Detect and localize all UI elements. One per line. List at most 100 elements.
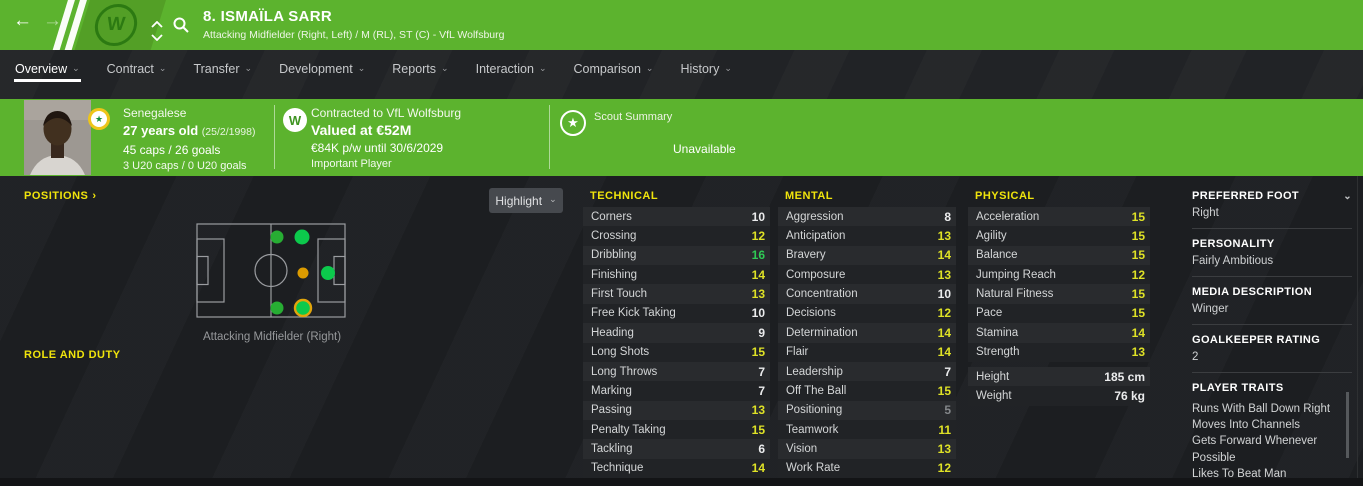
chevron-right-icon[interactable]: › [92, 190, 97, 202]
tab-history[interactable]: History ⌄ [679, 50, 732, 82]
position-dot-am-r[interactable] [293, 298, 313, 318]
preferred-foot-value: Right [1192, 207, 1219, 219]
attribute-row: Technique 14 [583, 458, 770, 479]
top-header-bar: ← → W 8. ISMAÏLA SARR Attacking Midfield… [0, 0, 1363, 50]
attribute-value: 15 [937, 383, 951, 398]
goalkeeper-rating-header: GOALKEEPER RATING [1192, 334, 1321, 346]
tab-label: Interaction [475, 62, 534, 76]
chevron-up-icon[interactable] [151, 15, 163, 33]
attribute-row: Jumping Reach 12 [968, 265, 1150, 285]
attribute-label: Heading [591, 326, 634, 339]
attribute-value: 14 [937, 325, 951, 340]
attribute-row: Leadership 7 [778, 361, 956, 382]
contract-info: Contracted to VfL Wolfsburg Valued at €5… [311, 106, 461, 172]
attribute-label: Off The Ball [786, 384, 847, 397]
position-dot-am-l[interactable] [294, 229, 310, 245]
attribute-label: Aggression [786, 210, 844, 223]
attribute-value: 7 [758, 383, 765, 398]
attribute-label: Penalty Taking [591, 423, 666, 436]
position-dot-m-l[interactable] [270, 230, 284, 244]
attribute-value: 7 [944, 364, 951, 379]
attribute-label: Vision [786, 442, 818, 455]
attribute-value: 15 [1131, 306, 1145, 321]
chevron-down-icon: ⌄ [645, 62, 654, 73]
attribute-value: 10 [751, 306, 765, 321]
attribute-label: Work Rate [786, 462, 841, 475]
attribute-label: Finishing [591, 268, 638, 281]
attribute-row: Pace 15 [968, 303, 1150, 324]
personality-value: Fairly Ambitious [1192, 255, 1274, 267]
national-federation-badge: ★ [88, 108, 110, 130]
tab-comparison[interactable]: Comparison ⌄ [573, 50, 655, 82]
attribute-row: Corners 10 [583, 207, 770, 227]
forward-arrow-icon[interactable]: → [43, 10, 62, 31]
player-trait: Likes To Beat Man [1192, 467, 1287, 480]
caps-goals: 45 caps / 26 goals [123, 143, 221, 157]
attribute-value: 13 [937, 441, 951, 456]
tab-transfer[interactable]: Transfer ⌄ [192, 50, 253, 82]
mental-attributes-column: MENTAL Aggression 8 Anticipation 13 Bravery 14… [778, 190, 956, 479]
attribute-row: Stamina 14 [968, 323, 1150, 343]
attribute-row: Weight 76 kg [968, 386, 1150, 406]
contracted-club-line: Contracted to VfL Wolfsburg [311, 106, 462, 120]
attribute-label: First Touch [591, 288, 648, 301]
player-traits-header: PLAYER TRAITS [1192, 382, 1284, 394]
tab-contract[interactable]: Contract ⌄ [106, 50, 168, 82]
highlight-dropdown[interactable]: Highlight ⌄ [489, 188, 563, 213]
attribute-value: 11 [938, 422, 951, 437]
position-dot-st-c[interactable] [321, 266, 335, 280]
media-description-value: Winger [1192, 303, 1229, 315]
technical-header: TECHNICAL [590, 190, 659, 202]
attribute-row: Dribbling 16 [583, 245, 770, 266]
attribute-label: Free Kick Taking [591, 307, 676, 320]
attribute-value: 10 [751, 209, 765, 224]
panel-edge [1357, 176, 1358, 478]
nationality-info: Senegalese 27 years old (25/2/1998) 45 c… [123, 106, 256, 174]
tab-overview[interactable]: Overview ⌄ [14, 50, 81, 82]
chevron-down-icon[interactable]: ⌄ [1343, 190, 1352, 202]
attribute-row: Composure 13 [778, 265, 956, 285]
attribute-label: Flair [786, 346, 809, 359]
physical-attributes-column: PHYSICAL Acceleration 15 Agility 15 Balance 15… [968, 190, 1150, 406]
tab-label: Overview [15, 62, 68, 76]
attribute-value: 76 kg [1114, 388, 1145, 403]
attribute-label: Composure [786, 268, 846, 281]
attribute-label: Strength [976, 346, 1020, 359]
attribute-row: Finishing 14 [583, 265, 770, 285]
player-trait: Gets Forward Whenever Possible [1192, 435, 1318, 464]
tab-label: Transfer [193, 62, 240, 76]
attribute-value: 9 [758, 325, 765, 340]
wage-contract-end: €84K p/w until 30/6/2029 [311, 141, 444, 155]
attribute-value: 13 [751, 403, 765, 418]
tab-interaction[interactable]: Interaction ⌄ [475, 50, 548, 82]
positions-pitch [190, 218, 352, 322]
tab-reports[interactable]: Reports ⌄ [391, 50, 449, 82]
section-divider [549, 105, 550, 169]
positions-section-title: POSITIONS › [24, 190, 97, 202]
attribute-row: Flair 14 [778, 342, 956, 362]
position-dot-m-r[interactable] [270, 301, 284, 315]
u20-caps-goals: 3 U20 caps / 0 U20 goals [123, 160, 247, 172]
technical-attributes-column: TECHNICAL Corners 10 Crossing 12 Dribbling 16 F… [583, 190, 770, 479]
attribute-label: Concentration [786, 288, 858, 301]
attribute-label: Decisions [786, 307, 836, 320]
highlight-label: Highlight [495, 193, 543, 208]
attribute-label: Crossing [591, 230, 637, 243]
attribute-row: Off The Ball 15 [778, 381, 956, 401]
chevron-down-icon: ⌄ [549, 194, 557, 204]
back-arrow-icon[interactable]: ← [13, 10, 32, 31]
attribute-value: 16 [751, 248, 765, 263]
attribute-label: Weight [976, 389, 1012, 402]
position-dot-am-c[interactable] [297, 267, 309, 279]
chevron-down-icon[interactable] [151, 28, 163, 46]
traits-scrollbar[interactable] [1346, 392, 1349, 458]
preferred-foot-header: PREFERRED FOOT ⌄ [1192, 190, 1352, 202]
player-name-title: 8. ISMAÏLA SARR [203, 8, 332, 25]
attribute-row: Anticipation 13 [778, 226, 956, 246]
player-photo [24, 100, 91, 175]
search-icon[interactable] [172, 16, 190, 39]
media-description-header: MEDIA DESCRIPTION [1192, 286, 1313, 298]
tab-development[interactable]: Development ⌄ [278, 50, 366, 82]
attribute-row: Height 185 cm [968, 366, 1150, 387]
